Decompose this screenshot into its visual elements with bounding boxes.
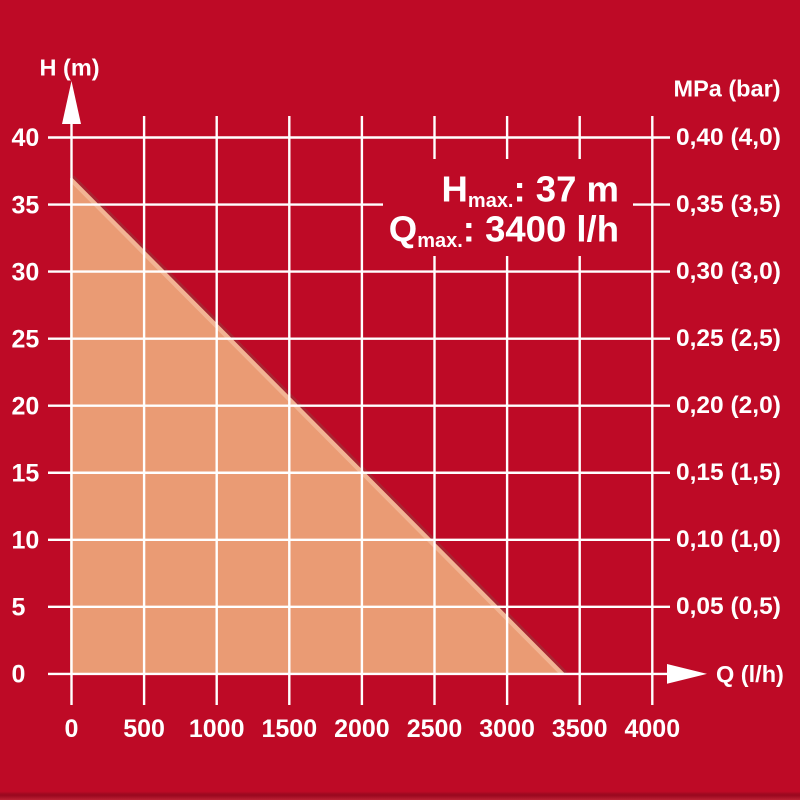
svg-text:MPa (bar): MPa (bar) [674, 76, 781, 102]
svg-text:0,05 (0,5): 0,05 (0,5) [676, 593, 781, 620]
svg-text:20: 20 [12, 392, 40, 420]
svg-text:0,25 (2,5): 0,25 (2,5) [676, 325, 781, 352]
svg-text:3500: 3500 [552, 715, 608, 743]
svg-text:10: 10 [12, 527, 40, 555]
svg-text:Q (l/h): Q (l/h) [716, 661, 784, 687]
svg-text:0,20 (2,0): 0,20 (2,0) [676, 392, 781, 419]
svg-text:H (m): H (m) [40, 55, 100, 81]
svg-text:5: 5 [12, 594, 26, 622]
svg-text:0,15 (1,5): 0,15 (1,5) [676, 459, 781, 486]
svg-text:15: 15 [12, 460, 40, 488]
svg-text:1500: 1500 [261, 715, 317, 743]
svg-text:4000: 4000 [624, 715, 680, 743]
svg-text:0: 0 [65, 715, 79, 743]
svg-text:35: 35 [12, 191, 40, 219]
svg-text:2000: 2000 [334, 715, 390, 743]
svg-text:40: 40 [12, 124, 40, 152]
svg-text:0,35 (3,5): 0,35 (3,5) [676, 191, 781, 218]
svg-text:3000: 3000 [479, 715, 535, 743]
svg-text:0: 0 [12, 661, 26, 689]
svg-text:0,30 (3,0): 0,30 (3,0) [676, 258, 781, 285]
svg-text:500: 500 [123, 715, 165, 743]
svg-text:0,40 (4,0): 0,40 (4,0) [676, 124, 781, 151]
svg-text:1000: 1000 [189, 715, 245, 743]
svg-text:30: 30 [12, 258, 40, 286]
svg-text:25: 25 [12, 325, 40, 353]
svg-text:2500: 2500 [407, 715, 463, 743]
svg-text:0,10 (1,0): 0,10 (1,0) [676, 526, 781, 553]
